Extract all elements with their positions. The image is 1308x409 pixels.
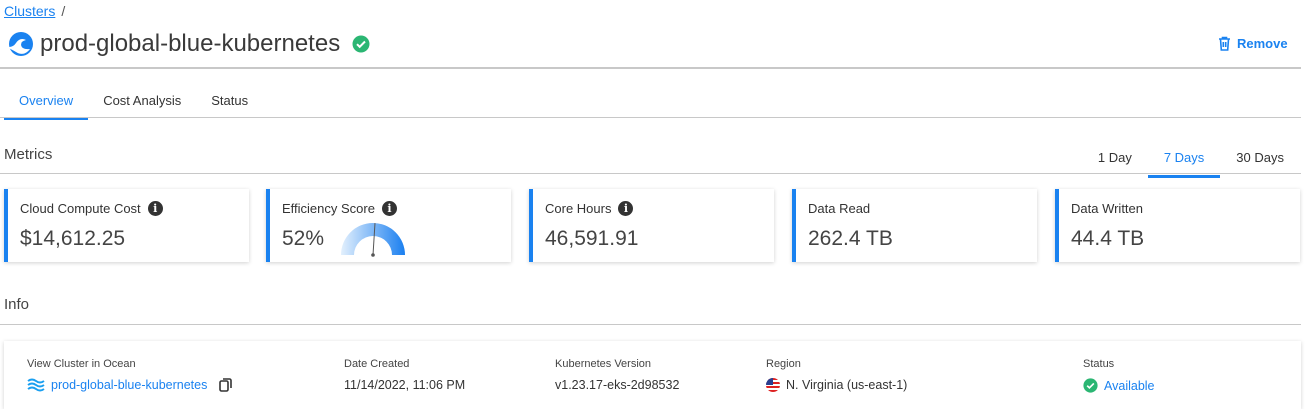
breadcrumb: Clusters / — [4, 3, 65, 19]
metrics-heading: Metrics — [4, 146, 53, 163]
info-label: Status — [1083, 358, 1115, 370]
metric-card-cloud-compute-cost: Cloud Compute Cost i $14,612.25 — [4, 189, 249, 262]
metric-card-efficiency-score: Efficiency Score i 52% — [266, 189, 511, 262]
info-label: Kubernetes Version — [555, 358, 652, 370]
info-label: Date Created — [344, 358, 410, 370]
info-label: Region — [766, 358, 801, 370]
page-title: prod-global-blue-kubernetes — [40, 30, 341, 57]
divider — [0, 117, 1301, 118]
info-icon[interactable]: i — [618, 201, 634, 216]
info-heading: Info — [4, 296, 30, 313]
gauge-needle — [372, 223, 376, 256]
region-value: N. Virginia (us-east-1) — [786, 378, 908, 392]
ocean-waves-icon — [27, 378, 45, 392]
metric-label: Cloud Compute Cost — [20, 201, 141, 216]
ocean-cluster-link[interactable]: prod-global-blue-kubernetes — [51, 378, 208, 392]
date-created-value: 11/14/2022, 11:06 PM — [344, 378, 466, 392]
breadcrumb-separator: / — [61, 3, 66, 19]
tab-bar: Overview Cost Analysis Status — [4, 84, 263, 120]
ocean-logo-icon — [4, 32, 33, 56]
divider — [0, 324, 1301, 325]
metric-card-core-hours: Core Hours i 46,591.91 — [529, 189, 774, 262]
info-icon[interactable]: i — [381, 201, 397, 216]
cluster-info-panel: View Cluster in Ocean prod-global-blue-ku… — [4, 341, 1301, 409]
metric-value: $14,612.25 — [20, 227, 126, 250]
range-1-day[interactable]: 1 Day — [1097, 150, 1132, 165]
metric-value: 52% — [282, 227, 325, 250]
trash-icon — [1219, 36, 1230, 51]
metric-value: 44.4 TB — [1071, 227, 1145, 250]
check-circle-icon — [1083, 378, 1098, 393]
remove-button[interactable]: Remove — [1218, 36, 1288, 51]
metric-value: 262.4 TB — [808, 227, 893, 250]
efficiency-gauge — [341, 223, 405, 257]
tab-cost-analysis[interactable]: Cost Analysis — [103, 93, 182, 108]
metric-label: Data Written — [1071, 201, 1144, 216]
tab-status[interactable]: Status — [211, 93, 249, 108]
divider — [0, 67, 1301, 69]
metric-label: Efficiency Score — [282, 201, 375, 216]
tab-overview[interactable]: Overview — [4, 84, 89, 120]
metric-card-data-written: Data Written 44.4 TB — [1055, 189, 1300, 262]
info-icon[interactable]: i — [147, 201, 163, 216]
breadcrumb-clusters-link[interactable]: Clusters — [4, 3, 56, 19]
us-flag-icon — [766, 378, 780, 392]
metric-label: Data Read — [808, 201, 871, 216]
status-value: Available — [1104, 378, 1155, 393]
metric-label: Core Hours — [545, 201, 612, 216]
time-range-selector: 1 Day 7 Days 30 Days — [1082, 141, 1300, 178]
range-7-days[interactable]: 7 Days — [1147, 141, 1221, 178]
check-circle-icon — [352, 35, 370, 53]
metric-card-data-read: Data Read 262.4 TB — [792, 189, 1037, 262]
info-label: View Cluster in Ocean — [27, 358, 136, 370]
k8s-version-value: v1.23.17-eks-2d98532 — [555, 378, 680, 392]
remove-label: Remove — [1237, 36, 1288, 51]
divider — [0, 173, 1301, 174]
range-30-days[interactable]: 30 Days — [1236, 150, 1284, 165]
metric-value: 46,591.91 — [545, 227, 639, 250]
copy-icon[interactable] — [219, 378, 233, 392]
